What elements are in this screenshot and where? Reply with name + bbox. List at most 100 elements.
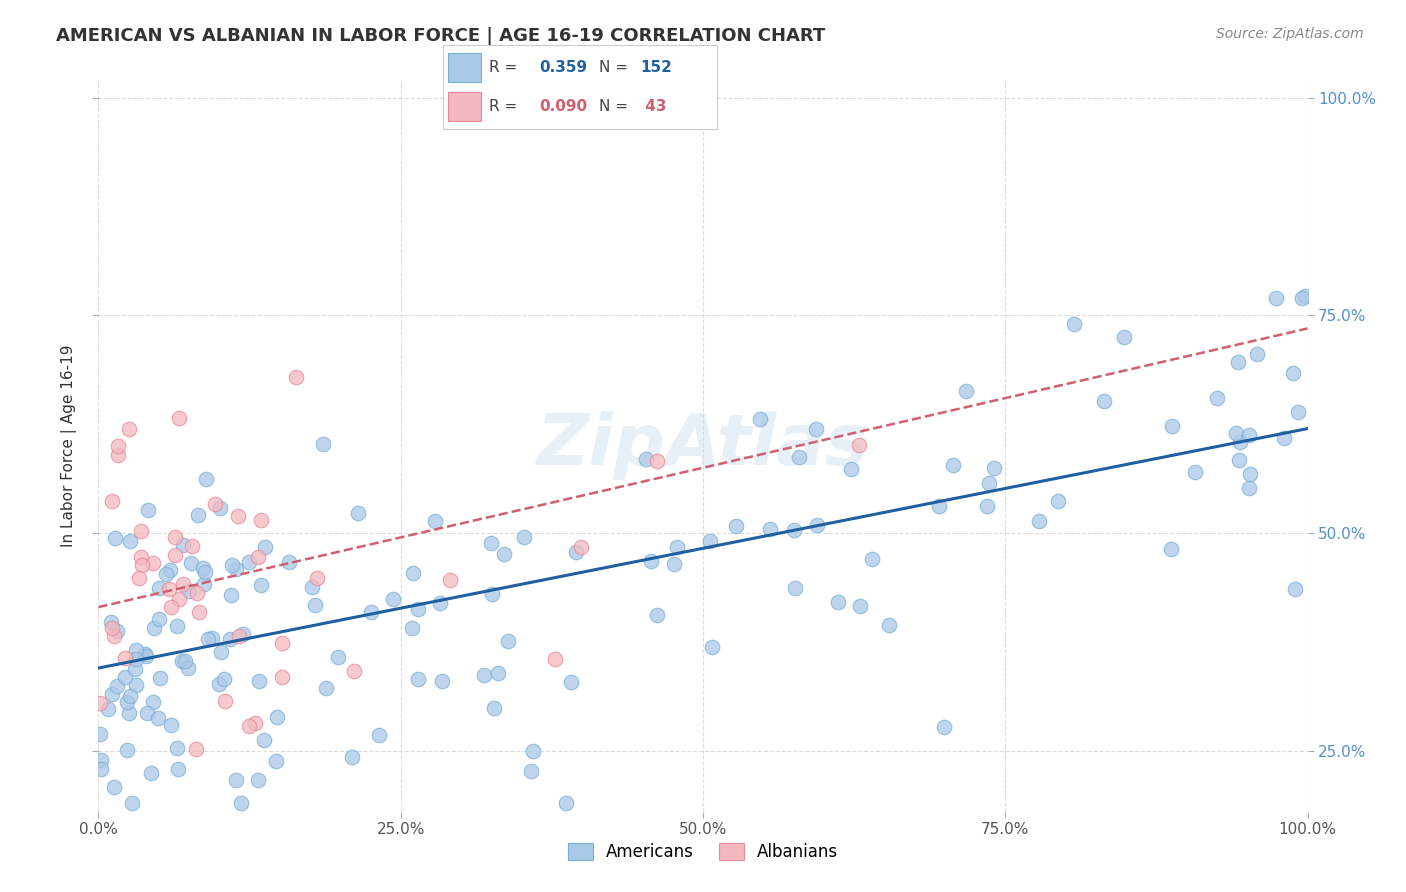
Point [214,672,236,686]
Point [115,695,138,709]
Point [250,514,273,528]
Point [204,497,226,511]
Point [934,720,956,734]
Point [226,508,249,523]
Point [439,574,461,588]
Point [180,556,202,570]
Point [368,728,391,742]
Point [228,629,250,643]
Point [381,592,404,607]
Point [406,672,429,686]
Point [569,541,592,555]
Point [142,557,165,571]
Point [134,647,156,661]
Point [118,706,141,720]
Point [432,674,454,689]
Point [167,591,190,606]
Point [1282,366,1305,380]
Point [662,557,685,571]
Point [118,421,141,435]
Text: 43: 43 [640,99,666,114]
Point [472,668,495,682]
Point [758,522,780,536]
Point [129,524,152,539]
Point [187,605,209,619]
Legend: Americans, Albanians: Americans, Albanians [560,834,846,869]
Point [1284,582,1306,597]
Point [90,762,112,776]
Point [565,545,588,559]
Point [247,550,270,565]
Point [159,717,181,731]
Point [520,764,543,779]
Point [555,796,578,810]
Point [841,462,863,476]
Point [402,566,425,580]
Point [983,460,1005,475]
Point [522,744,544,758]
Point [406,602,429,616]
Point [1063,317,1085,331]
Point [148,710,170,724]
Point [486,665,509,680]
Point [209,645,232,659]
Point [105,624,128,638]
Point [849,599,872,614]
Point [201,631,224,645]
Point [360,605,382,619]
Point [163,530,186,544]
Point [301,580,323,594]
Point [177,661,200,675]
Point [219,588,242,602]
Point [125,643,148,657]
Point [160,600,183,615]
Point [141,766,163,780]
Point [1184,466,1206,480]
Point [928,499,950,513]
Point [177,584,200,599]
Point [305,571,328,585]
Point [125,652,148,666]
Point [304,598,326,612]
Point [155,567,177,582]
Point [1246,347,1268,361]
Point [640,554,662,568]
Point [191,561,214,575]
Text: 0.090: 0.090 [538,99,586,114]
Point [128,571,150,585]
Point [877,618,900,632]
Point [724,519,747,533]
Point [90,753,112,767]
Point [103,780,125,795]
Point [166,619,188,633]
Point [131,558,153,572]
Point [238,555,260,569]
Point [114,651,136,665]
Text: AMERICAN VS ALBANIAN IN LABOR FORCE | AGE 16-19 CORRELATION CHART: AMERICAN VS ALBANIAN IN LABOR FORCE | AG… [56,27,825,45]
Text: 152: 152 [640,60,672,75]
Point [121,796,143,810]
Point [135,706,157,720]
Point [89,727,111,741]
Point [700,640,723,654]
Point [645,453,668,467]
Point [214,694,236,708]
Point [783,581,806,595]
Point [157,582,180,596]
Point [101,622,124,636]
Point [645,608,668,623]
Point [159,563,181,577]
Point [247,674,270,689]
Point [131,549,153,564]
FancyBboxPatch shape [449,54,481,82]
Point [209,501,232,516]
Y-axis label: In Labor Force | Age 16-19: In Labor Force | Age 16-19 [60,344,77,548]
Point [100,615,122,629]
Point [148,611,170,625]
Point [194,565,217,579]
Point [342,750,364,764]
Point [315,681,337,695]
Point [1237,481,1260,495]
Text: N =: N = [599,60,633,75]
Text: Source: ZipAtlas.com: Source: ZipAtlas.com [1216,27,1364,41]
